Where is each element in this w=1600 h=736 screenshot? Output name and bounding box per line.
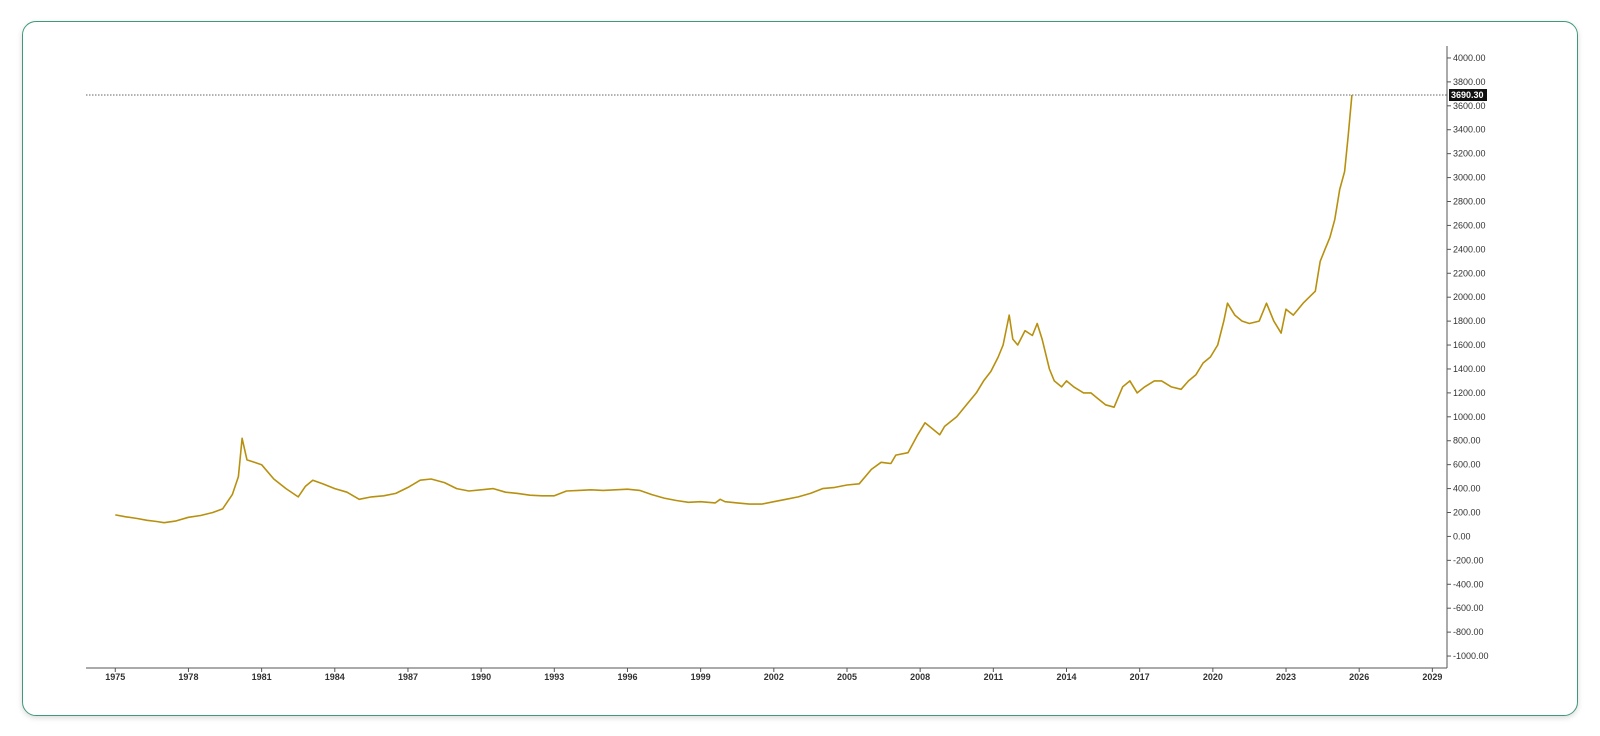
- y-tick-label: 2800.00: [1453, 197, 1486, 207]
- x-tick-label: 2020: [1203, 672, 1223, 682]
- current-price-label-bg: [1449, 89, 1487, 102]
- y-tick-label: 1800.00: [1453, 316, 1486, 326]
- x-tick-label: 1975: [105, 672, 125, 682]
- y-tick-label: 2200.00: [1453, 268, 1486, 278]
- y-tick-label: 2000.00: [1453, 292, 1486, 302]
- y-tick-label: 3000.00: [1453, 173, 1486, 183]
- x-axis: 1975 1978 1981 1984 1987 1990 1993 1996 1999 2002…: [86, 667, 1447, 682]
- y-tick-label: -600.00: [1453, 603, 1484, 613]
- y-tick-label: 400.00: [1453, 484, 1481, 494]
- x-tick-label: 2011: [984, 672, 1004, 682]
- x-tick-label: 2014: [1056, 672, 1076, 682]
- y-tick-label: 3200.00: [1453, 149, 1486, 159]
- y-tick-label: -400.00: [1453, 579, 1484, 589]
- y-tick-label: 1600.00: [1453, 340, 1486, 350]
- y-tick-label: 2400.00: [1453, 244, 1486, 254]
- y-tick-label: 1200.00: [1453, 388, 1486, 398]
- y-tick-label: 3600.00: [1453, 101, 1486, 111]
- x-tick-label: 2029: [1422, 672, 1442, 682]
- y-tick-label: -800.00: [1453, 627, 1484, 637]
- y-tick-label: 1400.00: [1453, 364, 1486, 374]
- x-tick-label: 1993: [544, 672, 564, 682]
- current-price-label: 3690.30: [1449, 89, 1487, 102]
- x-tick-label: 1978: [178, 672, 198, 682]
- x-tick-label: 1987: [398, 672, 418, 682]
- y-tick-label: 1000.00: [1453, 412, 1486, 422]
- x-tick-label: 1981: [252, 672, 272, 682]
- x-tick-label: 2008: [910, 672, 930, 682]
- x-tick-label: 2026: [1349, 672, 1369, 682]
- x-tick-label: 1999: [691, 672, 711, 682]
- x-tick-label: 2017: [1130, 672, 1150, 682]
- y-tick-label: 600.00: [1453, 460, 1481, 470]
- x-tick-label: 2023: [1276, 672, 1296, 682]
- y-tick-label: 2600.00: [1453, 220, 1486, 230]
- x-tick-label: 2005: [837, 672, 857, 682]
- y-tick-label: 200.00: [1453, 508, 1481, 518]
- y-axis: 4000.00 3800.00 3600.00 3400.00 3200.00 3000.…: [1446, 46, 1489, 668]
- x-tick-label: 1990: [471, 672, 491, 682]
- current-price-label-text: 3690.30: [1451, 90, 1484, 100]
- gold-price-series-line: [115, 94, 1353, 524]
- y-tick-label: 800.00: [1453, 436, 1481, 446]
- y-tick-label: -200.00: [1453, 555, 1484, 565]
- x-tick-label: 1996: [617, 672, 637, 682]
- y-tick-label: 3400.00: [1453, 125, 1486, 135]
- y-tick-label: 0.00: [1453, 531, 1471, 541]
- y-tick-label: 4000.00: [1453, 53, 1486, 63]
- x-tick-label: 1984: [325, 672, 345, 682]
- chart-card: [22, 21, 1578, 716]
- y-tick-label: -1000.00: [1453, 651, 1489, 661]
- y-tick-label: 3800.00: [1453, 77, 1486, 87]
- x-tick-label: 2002: [764, 672, 784, 682]
